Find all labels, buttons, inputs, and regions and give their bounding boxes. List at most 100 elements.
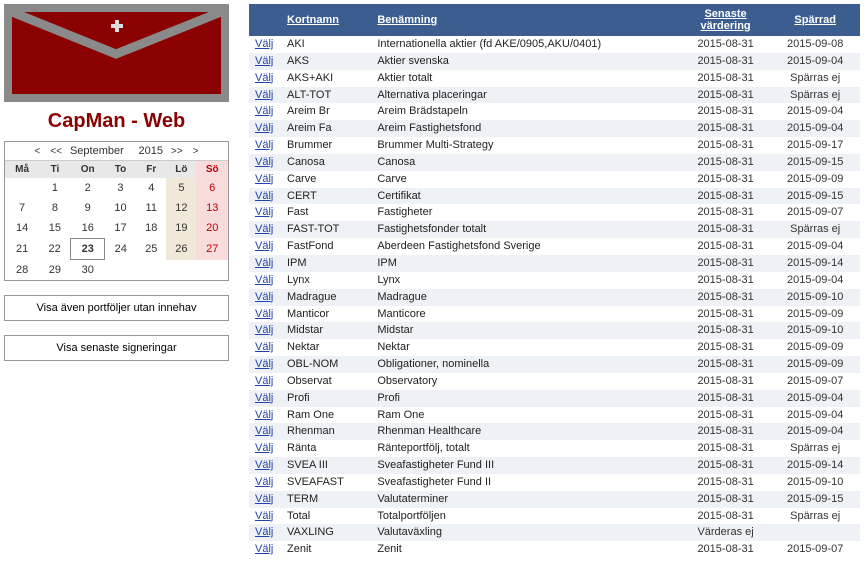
cell-sparrad: 2015-09-04 bbox=[770, 238, 860, 255]
cell-senaste: 2015-08-31 bbox=[681, 171, 771, 188]
cell-kortnamn: Brummer bbox=[281, 137, 371, 154]
select-link[interactable]: Välj bbox=[255, 156, 273, 168]
select-link[interactable]: Välj bbox=[255, 55, 273, 67]
select-link[interactable]: Välj bbox=[255, 206, 273, 218]
cal-day[interactable]: 25 bbox=[136, 239, 166, 260]
cal-day[interactable]: 23 bbox=[71, 239, 105, 260]
cal-day[interactable]: 30 bbox=[71, 260, 105, 281]
cal-day[interactable]: 8 bbox=[39, 198, 70, 218]
select-link[interactable]: Välj bbox=[255, 543, 273, 555]
select-link[interactable]: Välj bbox=[255, 190, 273, 202]
select-link[interactable]: Välj bbox=[255, 493, 273, 505]
cell-sparrad: 2015-09-09 bbox=[770, 306, 860, 323]
cell-kortnamn: FastFond bbox=[281, 238, 371, 255]
select-link[interactable]: Välj bbox=[255, 139, 273, 151]
cal-day[interactable]: 14 bbox=[5, 218, 39, 239]
select-link[interactable]: Välj bbox=[255, 105, 273, 117]
select-link[interactable]: Välj bbox=[255, 38, 273, 50]
cell-sparrad: Spärras ej bbox=[770, 70, 860, 87]
cell-senaste: 2015-08-31 bbox=[681, 221, 771, 238]
cal-day[interactable]: 11 bbox=[136, 198, 166, 218]
cal-day[interactable]: 6 bbox=[196, 178, 228, 198]
cal-day[interactable]: 21 bbox=[5, 239, 39, 260]
select-link[interactable]: Välj bbox=[255, 375, 273, 387]
select-link[interactable]: Välj bbox=[255, 72, 273, 84]
cal-dow: Sö bbox=[196, 161, 228, 179]
cell-sparrad bbox=[770, 524, 860, 541]
cal-day[interactable]: 5 bbox=[166, 178, 196, 198]
select-link[interactable]: Välj bbox=[255, 459, 273, 471]
cell-sparrad: 2015-09-10 bbox=[770, 474, 860, 491]
cal-dow: Ti bbox=[39, 161, 70, 179]
cell-sparrad: 2015-09-14 bbox=[770, 457, 860, 474]
cell-benamning: Nektar bbox=[371, 339, 680, 356]
select-link[interactable]: Välj bbox=[255, 409, 273, 421]
select-link[interactable]: Välj bbox=[255, 308, 273, 320]
select-link[interactable]: Välj bbox=[255, 223, 273, 235]
cell-senaste: 2015-08-31 bbox=[681, 457, 771, 474]
cell-senaste: Värderas ej bbox=[681, 524, 771, 541]
table-row: VäljMadragueMadrague2015-08-312015-09-10 bbox=[249, 289, 860, 306]
cell-sparrad: 2015-09-07 bbox=[770, 373, 860, 390]
cell-kortnamn: CERT bbox=[281, 188, 371, 205]
select-link[interactable]: Välj bbox=[255, 173, 273, 185]
cal-next[interactable]: >> bbox=[169, 146, 185, 157]
cell-sparrad: 2015-09-04 bbox=[770, 407, 860, 424]
cal-last[interactable]: > bbox=[191, 146, 201, 157]
cal-day[interactable]: 20 bbox=[196, 218, 228, 239]
cal-day[interactable]: 10 bbox=[105, 198, 136, 218]
cell-sparrad: 2015-09-09 bbox=[770, 339, 860, 356]
select-link[interactable]: Välj bbox=[255, 324, 273, 336]
col-benamning[interactable]: Benämning bbox=[371, 4, 680, 36]
col-senaste[interactable]: Senaste värdering bbox=[681, 4, 771, 36]
select-link[interactable]: Välj bbox=[255, 89, 273, 101]
cal-day[interactable]: 22 bbox=[39, 239, 70, 260]
select-link[interactable]: Välj bbox=[255, 341, 273, 353]
cal-day[interactable]: 27 bbox=[196, 239, 228, 260]
cal-first[interactable]: < bbox=[32, 146, 42, 157]
cal-day[interactable]: 28 bbox=[5, 260, 39, 281]
select-link[interactable]: Välj bbox=[255, 510, 273, 522]
cal-dow: Lö bbox=[166, 161, 196, 179]
select-link[interactable]: Välj bbox=[255, 257, 273, 269]
cell-kortnamn: Canosa bbox=[281, 154, 371, 171]
cal-day[interactable]: 1 bbox=[39, 178, 70, 198]
cal-day[interactable]: 3 bbox=[105, 178, 136, 198]
table-row: VäljFastFastigheter2015-08-312015-09-07 bbox=[249, 204, 860, 221]
select-link[interactable]: Välj bbox=[255, 274, 273, 286]
select-link[interactable]: Välj bbox=[255, 291, 273, 303]
show-empty-portfolios-button[interactable]: Visa även portföljer utan innehav bbox=[4, 295, 229, 321]
cell-kortnamn: Madrague bbox=[281, 289, 371, 306]
cal-day[interactable]: 7 bbox=[5, 198, 39, 218]
cal-day[interactable]: 13 bbox=[196, 198, 228, 218]
show-latest-signings-button[interactable]: Visa senaste signeringar bbox=[4, 335, 229, 361]
select-link[interactable]: Välj bbox=[255, 425, 273, 437]
cal-day[interactable]: 17 bbox=[105, 218, 136, 239]
cell-kortnamn: AKS bbox=[281, 53, 371, 70]
cell-kortnamn: VAXLING bbox=[281, 524, 371, 541]
select-link[interactable]: Välj bbox=[255, 122, 273, 134]
cell-kortnamn: Nektar bbox=[281, 339, 371, 356]
select-link[interactable]: Välj bbox=[255, 240, 273, 252]
select-link[interactable]: Välj bbox=[255, 358, 273, 370]
cal-day[interactable]: 19 bbox=[166, 218, 196, 239]
cell-benamning: Brummer Multi-Strategy bbox=[371, 137, 680, 154]
select-link[interactable]: Välj bbox=[255, 442, 273, 454]
select-link[interactable]: Välj bbox=[255, 476, 273, 488]
cal-day[interactable]: 2 bbox=[71, 178, 105, 198]
cal-day[interactable]: 26 bbox=[166, 239, 196, 260]
cal-day[interactable]: 16 bbox=[71, 218, 105, 239]
col-sparrad[interactable]: Spärrad bbox=[770, 4, 860, 36]
cal-day[interactable]: 15 bbox=[39, 218, 70, 239]
cal-day[interactable]: 18 bbox=[136, 218, 166, 239]
cal-day[interactable]: 12 bbox=[166, 198, 196, 218]
select-link[interactable]: Välj bbox=[255, 526, 273, 538]
cal-day[interactable]: 9 bbox=[71, 198, 105, 218]
select-link[interactable]: Välj bbox=[255, 392, 273, 404]
cal-day[interactable]: 24 bbox=[105, 239, 136, 260]
cal-prev[interactable]: << bbox=[48, 146, 64, 157]
cal-day[interactable]: 4 bbox=[136, 178, 166, 198]
cell-benamning: Areim Fastighetsfond bbox=[371, 120, 680, 137]
cal-day[interactable]: 29 bbox=[39, 260, 70, 281]
col-kortnamn[interactable]: Kortnamn bbox=[281, 4, 371, 36]
